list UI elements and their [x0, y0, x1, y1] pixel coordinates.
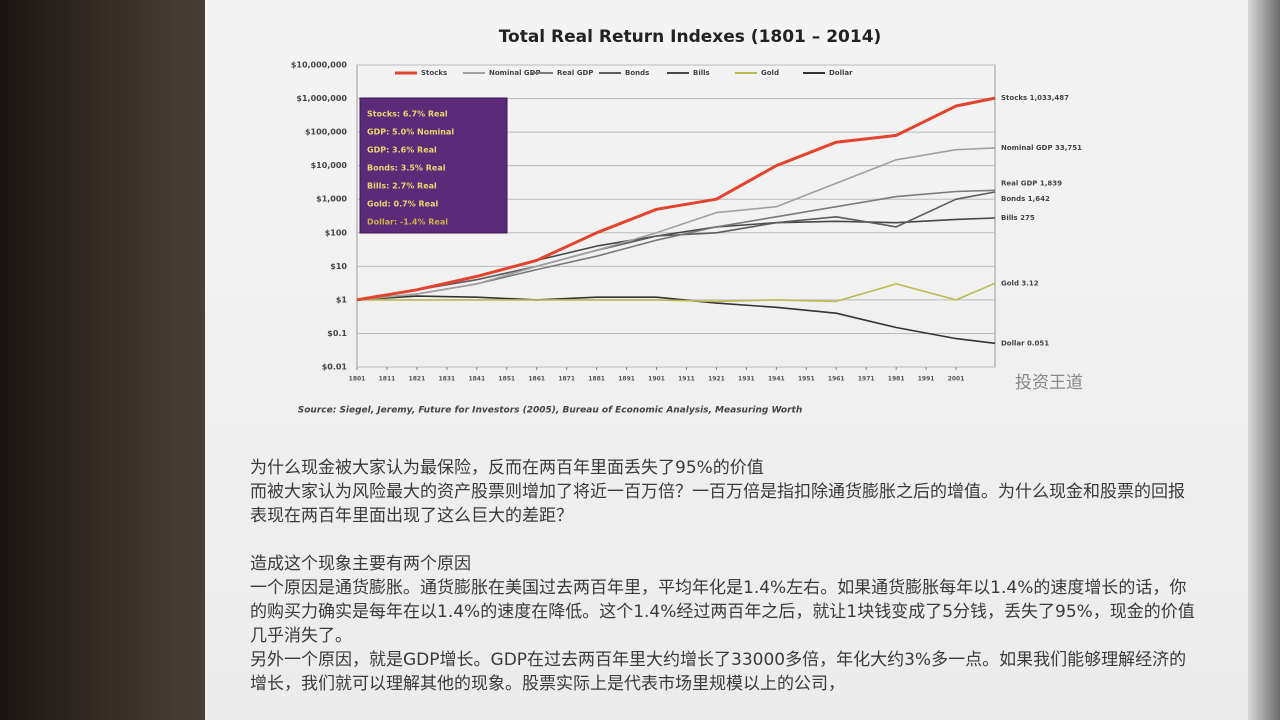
- monitor-edge: [1248, 0, 1280, 720]
- x-tick-label: 1821: [409, 376, 426, 383]
- y-tick-label: $100: [325, 228, 348, 237]
- x-tick-label: 1881: [588, 376, 605, 383]
- end-label: Bonds 1,642: [1001, 195, 1050, 203]
- series-line: [356, 96, 996, 302]
- series-line: [356, 191, 996, 301]
- y-tick-label: $1: [336, 295, 348, 304]
- series-line: [357, 282, 996, 303]
- info-line: GDP: 5.0% Nominal: [367, 128, 454, 137]
- x-tick-label: 1951: [798, 376, 815, 383]
- info-line: Stocks: 6.7% Real: [367, 110, 448, 119]
- watermark: 投资王道: [1015, 373, 1083, 393]
- x-tick-label: 2001: [948, 376, 965, 383]
- x-tick-label: 1971: [858, 376, 875, 383]
- y-tick-label: $10,000: [311, 161, 348, 170]
- x-tick-label: 1961: [828, 376, 845, 383]
- x-tick-label: 1841: [468, 376, 485, 383]
- x-tick-label: 1861: [528, 376, 545, 383]
- info-line: Gold: 0.7% Real: [367, 200, 438, 209]
- document-page: Total Real Return Indexes (1801 – 2014) …: [205, 0, 1248, 720]
- legend-label: Stocks: [421, 69, 447, 77]
- x-tick-label: 1901: [648, 376, 665, 383]
- end-label: Real GDP 1,839: [1001, 179, 1062, 187]
- x-tick-label: 1871: [558, 376, 575, 383]
- info-box: [359, 97, 508, 234]
- y-tick-label: $10: [330, 262, 347, 271]
- end-label: Stocks 1,033,487: [1001, 94, 1069, 102]
- x-tick-label: 1941: [768, 376, 785, 383]
- x-tick-label: 1811: [379, 376, 396, 383]
- legend-label: Gold: [761, 69, 779, 77]
- x-tick-label: 1921: [708, 376, 725, 383]
- legend-label: Bonds: [625, 69, 649, 77]
- y-tick-label: $1,000,000: [296, 94, 347, 103]
- y-tick-label: $0.01: [322, 363, 348, 372]
- x-tick-label: 1831: [439, 376, 456, 383]
- series-line: [356, 295, 996, 345]
- legend-label: Real GDP: [557, 69, 593, 77]
- body-text: 为什么现金被大家认为最保险，反而在两百年里面丢失了95%的价值 而被大家认为风险…: [250, 456, 1200, 696]
- info-line: GDP: 3.6% Real: [367, 146, 437, 155]
- y-tick-label: $100,000: [305, 128, 347, 137]
- info-line: Bills: 2.7% Real: [367, 182, 437, 191]
- legend-label: Dollar: [829, 69, 853, 77]
- x-tick-label: 1851: [498, 376, 515, 383]
- x-tick-label: 1931: [738, 376, 755, 383]
- y-tick-label: $10,000,000: [291, 61, 348, 70]
- paragraph: 而被大家认为风险最大的资产股票则增加了将近一百万倍？一百万倍是指扣除通货膨胀之后…: [250, 482, 1185, 526]
- end-label: Bills 275: [1001, 214, 1035, 222]
- info-line: Bonds: 3.5% Real: [367, 164, 446, 173]
- y-tick-label: $0.1: [327, 329, 347, 338]
- end-label: Gold 3.12: [1001, 279, 1039, 287]
- y-tick-label: $1,000: [316, 195, 347, 204]
- legend-label: Nominal GDP: [489, 69, 541, 77]
- x-tick-label: 1801: [349, 376, 366, 383]
- series-line: [356, 147, 996, 301]
- paragraph: 一个原因是通货膨胀。通货膨胀在美国过去两百年里，平均年化是1.4%左右。如果通货…: [250, 578, 1195, 646]
- monitor-bezel: [0, 0, 205, 720]
- paragraph: 另外一个原因，就是GDP增长。GDP在过去两百年里大约增长了33000多倍，年化…: [250, 650, 1187, 694]
- end-label: Dollar 0.051: [1001, 339, 1049, 347]
- paragraph: 为什么现金被大家认为最保险，反而在两百年里面丢失了95%的价值: [250, 458, 764, 478]
- x-tick-label: 1981: [888, 376, 905, 383]
- x-tick-label: 1891: [618, 376, 635, 383]
- end-label: Nominal GDP 33,751: [1001, 144, 1082, 152]
- x-tick-label: 1991: [918, 376, 935, 383]
- chart: Total Real Return Indexes (1801 – 2014) …: [291, 27, 1083, 416]
- source: Source: Siegel, Jeremy, Future for Inves…: [298, 406, 802, 416]
- x-tick-label: 1911: [678, 376, 695, 383]
- chart-title: Total Real Return Indexes (1801 – 2014): [499, 27, 882, 47]
- paragraph: 造成这个现象主要有两个原因: [250, 554, 471, 574]
- info-line: Dollar: -1.4% Real: [367, 218, 448, 227]
- legend-label: Bills: [693, 69, 710, 77]
